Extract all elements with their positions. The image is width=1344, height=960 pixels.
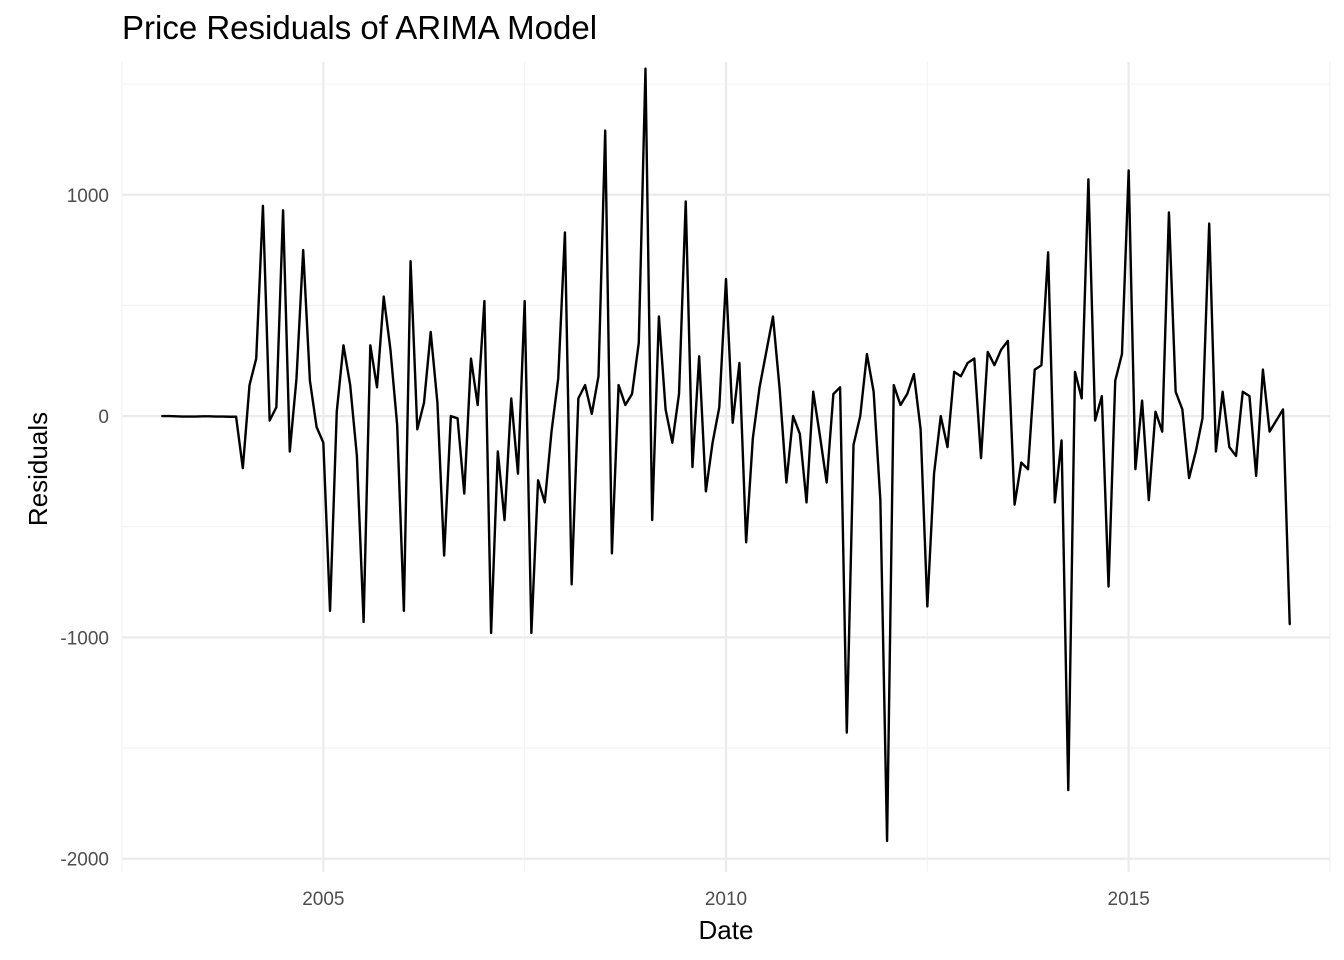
series-layer [161, 67, 1291, 843]
x-axis-title: Date [699, 915, 754, 945]
chart-title: Price Residuals of ARIMA Model [122, 9, 597, 46]
y-tick-label: -1000 [60, 628, 109, 649]
y-tick-label: 0 [98, 407, 109, 428]
y-axis-title: Residuals [23, 412, 53, 526]
tick-labels: 2005 2010 2015 1000 0 -1000 -2000 [60, 186, 1149, 910]
gridlines [121, 62, 1331, 872]
y-tick-label: -2000 [60, 850, 109, 871]
x-tick-label: 2005 [302, 889, 344, 910]
y-tick-label: 1000 [67, 186, 109, 207]
x-tick-label: 2015 [1108, 889, 1150, 910]
x-tick-label: 2010 [705, 889, 747, 910]
residuals-series-line [161, 67, 1291, 843]
